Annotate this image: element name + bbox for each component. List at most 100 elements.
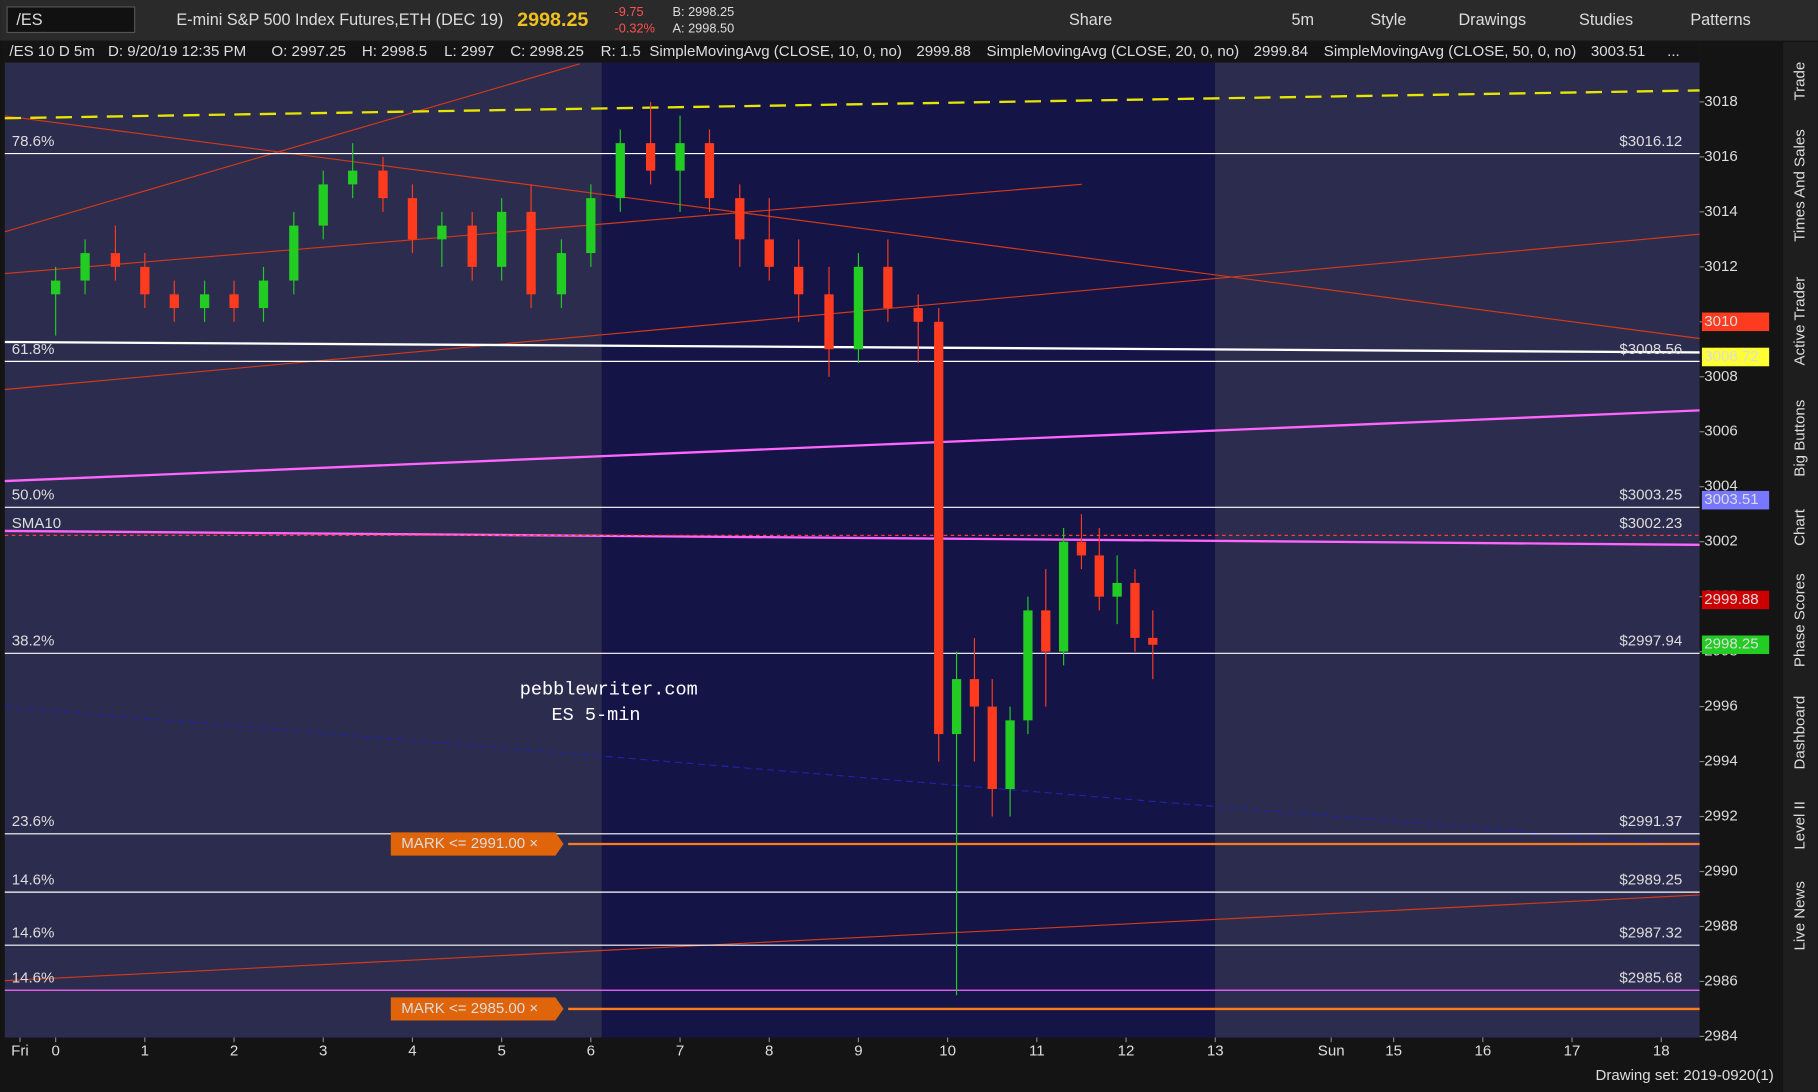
alert-box[interactable] — [390, 997, 564, 1021]
side-tab[interactable]: Active Trader — [1791, 277, 1808, 366]
price-tag — [1701, 312, 1770, 332]
candle-body — [110, 253, 121, 267]
trend-line — [4, 706, 1700, 847]
alert-label[interactable]: MARK <= 2991.00 × — [401, 835, 538, 852]
study-name: SimpleMovingAvg (CLOSE, 50, 0, no) — [1324, 43, 1577, 60]
level-percent: 14.6% — [12, 925, 55, 942]
y-tick-label: 3016 — [1704, 148, 1738, 165]
trend-line — [4, 894, 1700, 982]
candle-body — [951, 679, 962, 735]
header-item: L: 2997 — [444, 43, 494, 60]
x-tick-label: 16 — [1474, 1042, 1491, 1059]
candle-body — [258, 280, 269, 309]
candle-body — [913, 308, 923, 322]
candle-body — [497, 211, 507, 267]
toolbar-button[interactable]: Drawings — [1458, 11, 1526, 29]
toolbar — [0, 0, 1818, 41]
price-tag-label: 2998.25 — [1704, 636, 1758, 653]
y-tick-label: 3018 — [1704, 93, 1738, 110]
candle-body — [140, 266, 150, 295]
alert-label[interactable]: MARK <= 2985.00 × — [401, 1000, 538, 1017]
study-name: SimpleMovingAvg (CLOSE, 20, 0, no) — [987, 43, 1240, 60]
level-percent: SMA10 — [12, 515, 61, 532]
side-panel — [1783, 41, 1818, 1092]
x-tick-label: 5 — [497, 1042, 505, 1059]
toolbar-button[interactable]: 5m — [1292, 11, 1315, 29]
last-price: 2998.25 — [517, 9, 588, 31]
candle-body — [437, 225, 447, 240]
x-tick-label: 12 — [1118, 1042, 1135, 1059]
level-label: $3003.25 — [1619, 487, 1682, 504]
watermark: ES 5-min — [552, 705, 641, 726]
candle-body — [169, 294, 179, 309]
x-tick-label: 1 — [141, 1042, 149, 1059]
side-tab[interactable]: Dashboard — [1791, 696, 1808, 770]
x-tick-label: 18 — [1653, 1042, 1670, 1059]
price-tag-label: 3010 — [1704, 313, 1738, 330]
footer: Drawing set: 2019-0920(1) — [1595, 1067, 1773, 1084]
study-value: 2999.88 — [916, 43, 970, 60]
trend-line — [4, 233, 1700, 391]
toolbar-button[interactable]: Share — [1069, 11, 1112, 29]
candle-body — [199, 294, 210, 309]
description: E-mini S&P 500 Index Futures,ETH (DEC 19… — [176, 11, 503, 29]
symbol-box[interactable] — [6, 6, 136, 34]
candle-body — [318, 184, 328, 226]
header-item: C: 2998.25 — [510, 43, 584, 60]
trend-line — [4, 529, 1700, 546]
toolbar-button[interactable]: Studies — [1579, 11, 1633, 29]
study-value: 2999.84 — [1254, 43, 1308, 60]
price-tag — [1701, 635, 1770, 655]
x-tick-label: 11 — [1029, 1042, 1045, 1059]
study-name: SimpleMovingAvg (CLOSE, 10, 0, no) — [649, 43, 902, 60]
candle-body — [1130, 582, 1140, 638]
x-tick-label: 8 — [765, 1042, 773, 1059]
candle-body — [883, 266, 893, 309]
level-label: $3008.56 — [1619, 341, 1682, 358]
level-label: $2989.25 — [1619, 872, 1682, 889]
candle-body — [1058, 541, 1069, 652]
side-tab[interactable]: Chart — [1791, 508, 1808, 546]
toolbar-button[interactable]: Patterns — [1690, 11, 1750, 29]
y-tick-label: 2996 — [1704, 698, 1738, 715]
alert-box[interactable] — [390, 832, 564, 856]
y-tick-label: 3004 — [1704, 478, 1738, 495]
side-tab[interactable]: Live News — [1791, 881, 1808, 950]
side-tab[interactable]: Times And Sales — [1791, 129, 1808, 241]
side-tab[interactable]: Phase Scores — [1791, 573, 1808, 667]
candle-body — [229, 294, 239, 309]
trend-line — [4, 183, 1082, 275]
watermark: pebblewriter.com — [520, 680, 698, 701]
side-tab[interactable]: Big Buttons — [1791, 400, 1808, 477]
toolbar-button[interactable]: Style — [1370, 11, 1406, 29]
y-tick-label: 3012 — [1704, 258, 1738, 275]
candle-body — [1076, 541, 1087, 556]
x-tick-label: 4 — [408, 1042, 416, 1059]
y-tick-label: 3006 — [1704, 423, 1738, 440]
candle-body — [969, 679, 980, 707]
level-percent: 50.0% — [12, 487, 55, 504]
bid: B: 2998.25 — [673, 4, 735, 19]
level-label: $2985.68 — [1619, 970, 1682, 987]
x-tick-label: Sun — [1318, 1042, 1345, 1059]
trend-line — [4, 89, 1700, 120]
x-tick-label: 17 — [1564, 1042, 1581, 1059]
x-tick-label: 3 — [319, 1042, 327, 1059]
side-tab[interactable]: Trade — [1791, 62, 1808, 101]
symbol: /ES — [16, 11, 42, 29]
x-tick-label: Fri — [11, 1042, 29, 1059]
change-pct: -0.32% — [615, 20, 655, 35]
candle-body — [853, 266, 864, 350]
side-tab[interactable]: Level II — [1791, 801, 1808, 850]
level-percent: 78.6% — [12, 133, 55, 150]
price-tag — [1701, 347, 1770, 367]
header-item: D: 9/20/19 12:35 PM — [108, 43, 246, 60]
candle-body — [1023, 610, 1033, 721]
candle-body — [1041, 610, 1051, 652]
candle-body — [526, 211, 536, 295]
header-bar — [4, 41, 1700, 63]
candle-body — [378, 170, 388, 199]
ask: A: 2998.50 — [673, 20, 735, 35]
candle-body — [704, 143, 715, 199]
